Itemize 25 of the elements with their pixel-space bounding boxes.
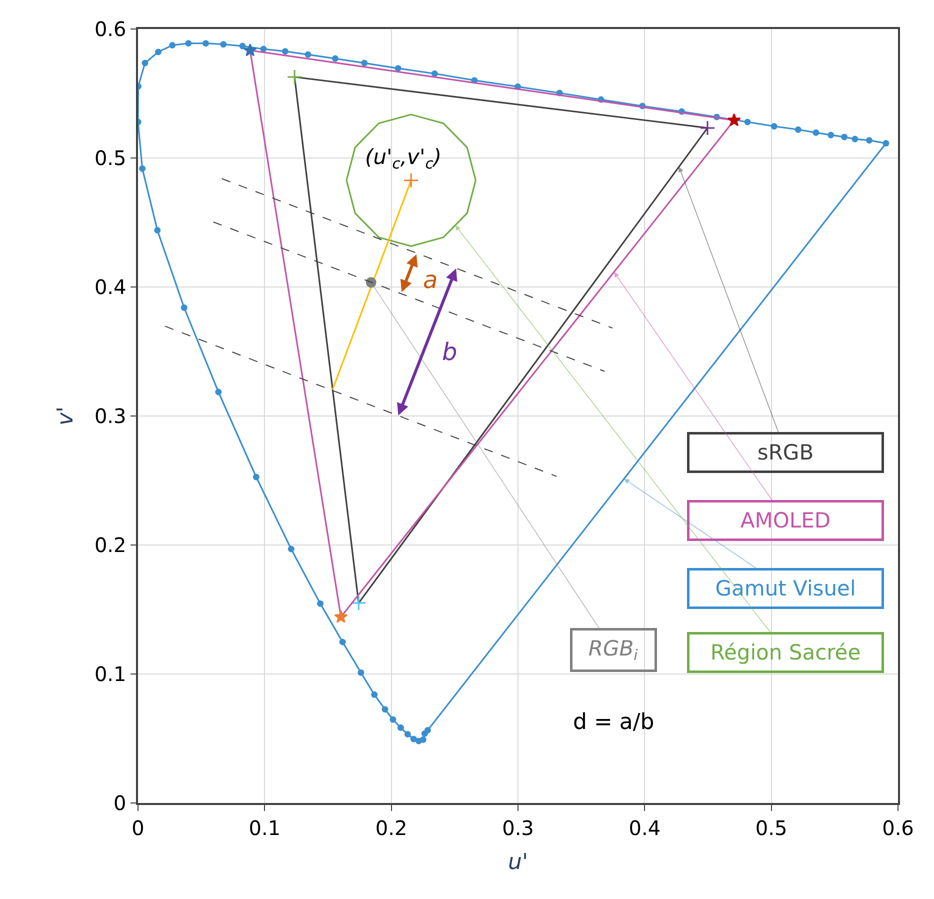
y-tick-label: 0.3 <box>94 404 126 428</box>
y-tick-label: 0.4 <box>94 275 126 299</box>
y-tick-label: 0.1 <box>94 662 126 686</box>
x-tick-label: 0.5 <box>755 816 788 840</box>
x-tick-label: 0 <box>132 816 144 840</box>
x-axis-title: u' <box>508 850 528 876</box>
annotation: Gamut Visuel <box>715 576 856 600</box>
annotation: a <box>423 266 438 294</box>
y-axis-title: v' <box>54 406 79 426</box>
y-tick-label: 0.6 <box>94 17 126 41</box>
x-tick-label: 0.2 <box>375 816 408 840</box>
y-tick-label: 0 <box>114 791 126 815</box>
annotation: b <box>442 338 458 366</box>
x-tick-label: 0.1 <box>248 816 281 840</box>
annotation: d = a/b <box>573 710 654 735</box>
x-tick-label: 0.6 <box>882 816 914 840</box>
annotation: RGB$_{i}$ <box>588 636 639 664</box>
y-tick-label: 0.5 <box>94 146 126 170</box>
y-tick-label: 0.2 <box>94 533 126 557</box>
annotation: Région Sacrée <box>710 640 861 664</box>
annotation: sRGB <box>757 440 814 464</box>
x-tick-label: 0.4 <box>628 816 661 840</box>
annotation: AMOLED <box>740 508 831 532</box>
x-tick-label: 0.3 <box>502 816 534 840</box>
annotation: (u'$_{c}$,v'$_{c}$) <box>365 145 442 172</box>
